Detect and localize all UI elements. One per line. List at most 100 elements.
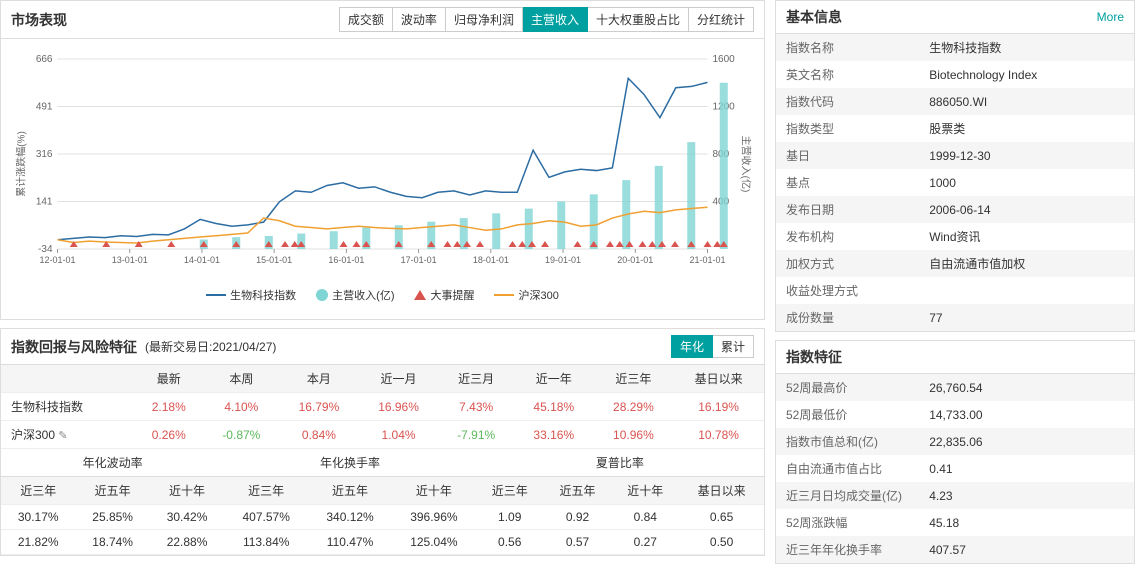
feature-key: 自由流通市值占比	[776, 455, 919, 482]
col-header: 本周	[204, 365, 280, 393]
returns-row: 沪深300 ✎0.26%-0.87%0.84%1.04%-7.91%33.16%…	[1, 421, 764, 449]
svg-text:20-01-01: 20-01-01	[617, 255, 653, 265]
info-row: 发布机构Wind资讯	[776, 223, 1134, 250]
tab-0[interactable]: 成交额	[339, 7, 393, 32]
legend-item: 生物科技指数	[206, 287, 296, 303]
risk-col: 近五年	[75, 477, 149, 505]
market-title: 市场表现	[11, 10, 67, 30]
tab-3[interactable]: 主营收入	[523, 7, 588, 32]
risk-group: 年化波动率	[1, 449, 224, 477]
cell: 16.19%	[673, 393, 764, 421]
returns-panel: 指数回报与风险特征 (最新交易日:2021/04/27) 年化累计 最新本周本月…	[0, 328, 765, 556]
svg-text:主营收入(亿): 主营收入(亿)	[740, 136, 753, 193]
more-link[interactable]: More	[1097, 10, 1124, 24]
risk-cell: 0.65	[679, 505, 764, 530]
edit-icon[interactable]: ✎	[58, 430, 67, 442]
legend-item: 主营收入(亿)	[316, 287, 394, 303]
info-row: 基点1000	[776, 169, 1134, 196]
toggle-0[interactable]: 年化	[671, 335, 713, 358]
feature-val: 4.23	[919, 482, 1134, 509]
info-val: 77	[919, 304, 1134, 331]
cell: 2.18%	[134, 393, 204, 421]
info-row: 收益处理方式	[776, 277, 1134, 304]
risk-cell: 0.27	[611, 530, 679, 555]
risk-table: 年化波动率年化换手率夏普比率近三年近五年近十年近三年近五年近十年近三年近五年近十…	[1, 449, 764, 555]
feature-key: 近三年年化换手率	[776, 536, 919, 563]
info-val: 1000	[919, 169, 1134, 196]
feature-val: 22,835.06	[919, 428, 1134, 455]
risk-cell: 21.82%	[1, 530, 75, 555]
risk-col: 基日以来	[679, 477, 764, 505]
info-val: Wind资讯	[919, 223, 1134, 250]
risk-cell: 340.12%	[308, 505, 392, 530]
cell: 0.84%	[279, 421, 359, 449]
risk-cell: 1.09	[476, 505, 544, 530]
feature-val: 0.41	[919, 455, 1134, 482]
feature-val: 407.57	[919, 536, 1134, 563]
info-row: 英文名称Biotechnology Index	[776, 61, 1134, 88]
col-header: 最新	[134, 365, 204, 393]
info-val	[919, 277, 1134, 304]
col-header: 近三月	[438, 365, 514, 393]
info-key: 指数代码	[776, 88, 919, 115]
feature-row: 自由流通市值占比0.41	[776, 455, 1134, 482]
basic-info-panel: 基本信息 More 指数名称生物科技指数英文名称Biotechnology In…	[775, 0, 1135, 332]
risk-cell: 0.50	[679, 530, 764, 555]
svg-text:19-01-01: 19-01-01	[545, 255, 581, 265]
cell: 7.43%	[438, 393, 514, 421]
cell: 45.18%	[514, 393, 594, 421]
risk-cell: 110.47%	[308, 530, 392, 555]
toggle-1[interactable]: 累计	[713, 335, 754, 358]
svg-text:141: 141	[36, 197, 53, 208]
svg-text:316: 316	[36, 149, 53, 160]
info-row: 指数类型股票类	[776, 115, 1134, 142]
risk-col: 近十年	[150, 477, 224, 505]
info-key: 指数名称	[776, 34, 919, 61]
cell: 33.16%	[514, 421, 594, 449]
risk-cell: 407.57%	[224, 505, 308, 530]
svg-text:15-01-01: 15-01-01	[256, 255, 292, 265]
feature-val: 14,733.00	[919, 401, 1134, 428]
returns-table: 最新本周本月近一月近三月近一年近三年基日以来生物科技指数2.18%4.10%16…	[1, 365, 764, 449]
basic-info-table: 指数名称生物科技指数英文名称Biotechnology Index指数代码886…	[776, 34, 1134, 331]
cell: -0.87%	[204, 421, 280, 449]
risk-cell: 125.04%	[392, 530, 476, 555]
feature-key: 52周最低价	[776, 401, 919, 428]
performance-chart: -341413164916664008001200160012-01-0113-…	[11, 49, 754, 279]
cell: 10.96%	[594, 421, 674, 449]
col-header	[1, 365, 134, 393]
risk-cell: 0.56	[476, 530, 544, 555]
cell: 0.26%	[134, 421, 204, 449]
market-panel: 市场表现 成交额波动率归母净利润主营收入十大权重股占比分红统计 -3414131…	[0, 0, 765, 320]
cell: 10.78%	[673, 421, 764, 449]
returns-toggle: 年化累计	[671, 335, 754, 358]
feature-row: 52周涨跌幅45.18	[776, 509, 1134, 536]
col-header: 本月	[279, 365, 359, 393]
returns-row: 生物科技指数2.18%4.10%16.79%16.96%7.43%45.18%2…	[1, 393, 764, 421]
tab-4[interactable]: 十大权重股占比	[588, 7, 689, 32]
cell: -7.91%	[438, 421, 514, 449]
features-table: 52周最高价26,760.5452周最低价14,733.00指数市值总和(亿)2…	[776, 374, 1134, 563]
info-row: 加权方式自由流通市值加权	[776, 250, 1134, 277]
cell: 16.79%	[279, 393, 359, 421]
risk-cell: 30.42%	[150, 505, 224, 530]
risk-cell: 18.74%	[75, 530, 149, 555]
info-val: 886050.WI	[919, 88, 1134, 115]
row-label: 生物科技指数	[1, 393, 134, 421]
svg-text:16-01-01: 16-01-01	[328, 255, 364, 265]
risk-group: 夏普比率	[476, 449, 764, 477]
tab-5[interactable]: 分红统计	[689, 7, 754, 32]
feature-row: 52周最高价26,760.54	[776, 374, 1134, 401]
chart-area: -341413164916664008001200160012-01-0113-…	[1, 39, 764, 319]
tab-1[interactable]: 波动率	[393, 7, 446, 32]
legend-item: 沪深300	[494, 287, 558, 303]
risk-cell: 22.88%	[150, 530, 224, 555]
svg-text:491: 491	[36, 102, 53, 113]
risk-cell: 0.92	[544, 505, 612, 530]
feature-row: 52周最低价14,733.00	[776, 401, 1134, 428]
tab-2[interactable]: 归母净利润	[446, 7, 523, 32]
feature-row: 指数市值总和(亿)22,835.06	[776, 428, 1134, 455]
cell: 16.96%	[359, 393, 439, 421]
info-key: 成份数量	[776, 304, 919, 331]
risk-col: 近三年	[476, 477, 544, 505]
